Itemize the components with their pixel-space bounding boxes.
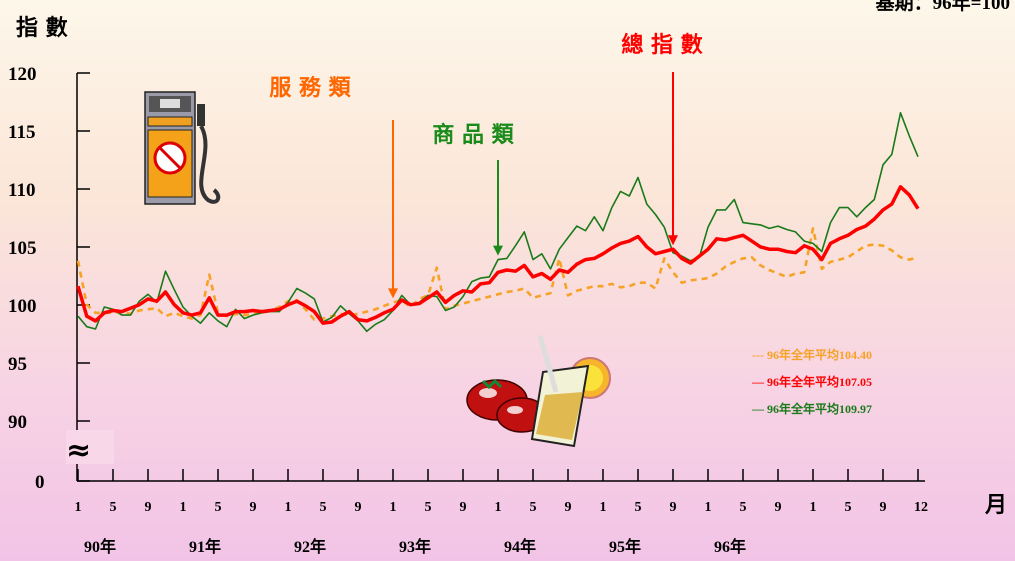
year-label: 92年 bbox=[294, 537, 326, 556]
x-tick-label: 9 bbox=[670, 500, 677, 515]
series-line bbox=[77, 112, 919, 333]
x-tick-label: 1 bbox=[495, 500, 502, 515]
series-annotation-label: 服 務 類 bbox=[269, 75, 351, 101]
x-tick-label: 5 bbox=[110, 500, 117, 515]
y-tick-label: 115 bbox=[8, 122, 35, 143]
x-tick-label: 5 bbox=[425, 500, 432, 515]
annotation-arrowhead bbox=[388, 288, 398, 299]
series-annotation-label: 總 指 數 bbox=[621, 32, 702, 58]
y-tick-label: 110 bbox=[8, 180, 35, 201]
year-label: 94年 bbox=[504, 537, 536, 556]
series-annotation-label: 商 品 類 bbox=[432, 122, 514, 148]
legend-entry: — 96年全年平均107.05 bbox=[751, 374, 872, 389]
x-tick-label: 1 bbox=[810, 500, 817, 515]
y-tick-label: 100 bbox=[8, 296, 37, 317]
x-axis-title: 月 bbox=[984, 493, 1007, 518]
series-line bbox=[76, 227, 919, 322]
y-tick-label: 95 bbox=[8, 354, 27, 375]
x-tick-label: 5 bbox=[635, 500, 642, 515]
x-tick-label: 9 bbox=[460, 500, 467, 515]
x-tick-label: 9 bbox=[565, 500, 572, 515]
x-tick-label: 5 bbox=[530, 500, 537, 515]
x-tick-label: 5 bbox=[320, 500, 327, 515]
base-period-note: 基期：96年=100 bbox=[875, 0, 1010, 14]
x-tick-label: 1 bbox=[285, 500, 292, 515]
x-tick-label: 12 bbox=[914, 500, 928, 515]
x-tick-label: 9 bbox=[775, 500, 782, 515]
annotation-arrowhead bbox=[493, 245, 503, 256]
x-tick-label: 1 bbox=[390, 500, 397, 515]
annotation-arrowhead bbox=[668, 235, 678, 246]
year-label: 95年 bbox=[609, 537, 641, 556]
year-label: 91年 bbox=[189, 537, 221, 556]
x-tick-label: 1 bbox=[600, 500, 607, 515]
x-tick-label: 9 bbox=[355, 500, 362, 515]
series-line bbox=[76, 185, 920, 325]
y-tick-label: 0 bbox=[35, 472, 45, 493]
x-tick-label: 9 bbox=[880, 500, 887, 515]
legend-entry: --- 96年全年平均104.40 bbox=[752, 347, 872, 362]
x-tick-label: 1 bbox=[180, 500, 187, 515]
x-tick-label: 1 bbox=[75, 500, 82, 515]
tomato-drink-icon bbox=[466, 335, 611, 448]
x-tick-label: 9 bbox=[250, 500, 257, 515]
y-tick-label: 120 bbox=[8, 64, 37, 85]
y-tick-label: 105 bbox=[8, 238, 37, 259]
axis-break-mask bbox=[66, 430, 114, 464]
x-tick-label: 5 bbox=[740, 500, 747, 515]
x-tick-label: 5 bbox=[845, 500, 852, 515]
x-tick-label: 1 bbox=[705, 500, 712, 515]
year-label: 90年 bbox=[84, 537, 116, 556]
x-tick-label: 5 bbox=[215, 500, 222, 515]
x-tick-label: 9 bbox=[145, 500, 152, 515]
year-label: 93年 bbox=[399, 537, 431, 556]
y-axis-title: 指 數 bbox=[16, 16, 68, 41]
gas-pump-icon bbox=[144, 91, 221, 205]
legend-entry: — 96年全年平均109.97 bbox=[751, 401, 872, 416]
axis-break-symbol: ≈ bbox=[66, 433, 91, 468]
year-label: 96年 bbox=[714, 537, 746, 556]
y-tick-label: 90 bbox=[8, 412, 27, 433]
